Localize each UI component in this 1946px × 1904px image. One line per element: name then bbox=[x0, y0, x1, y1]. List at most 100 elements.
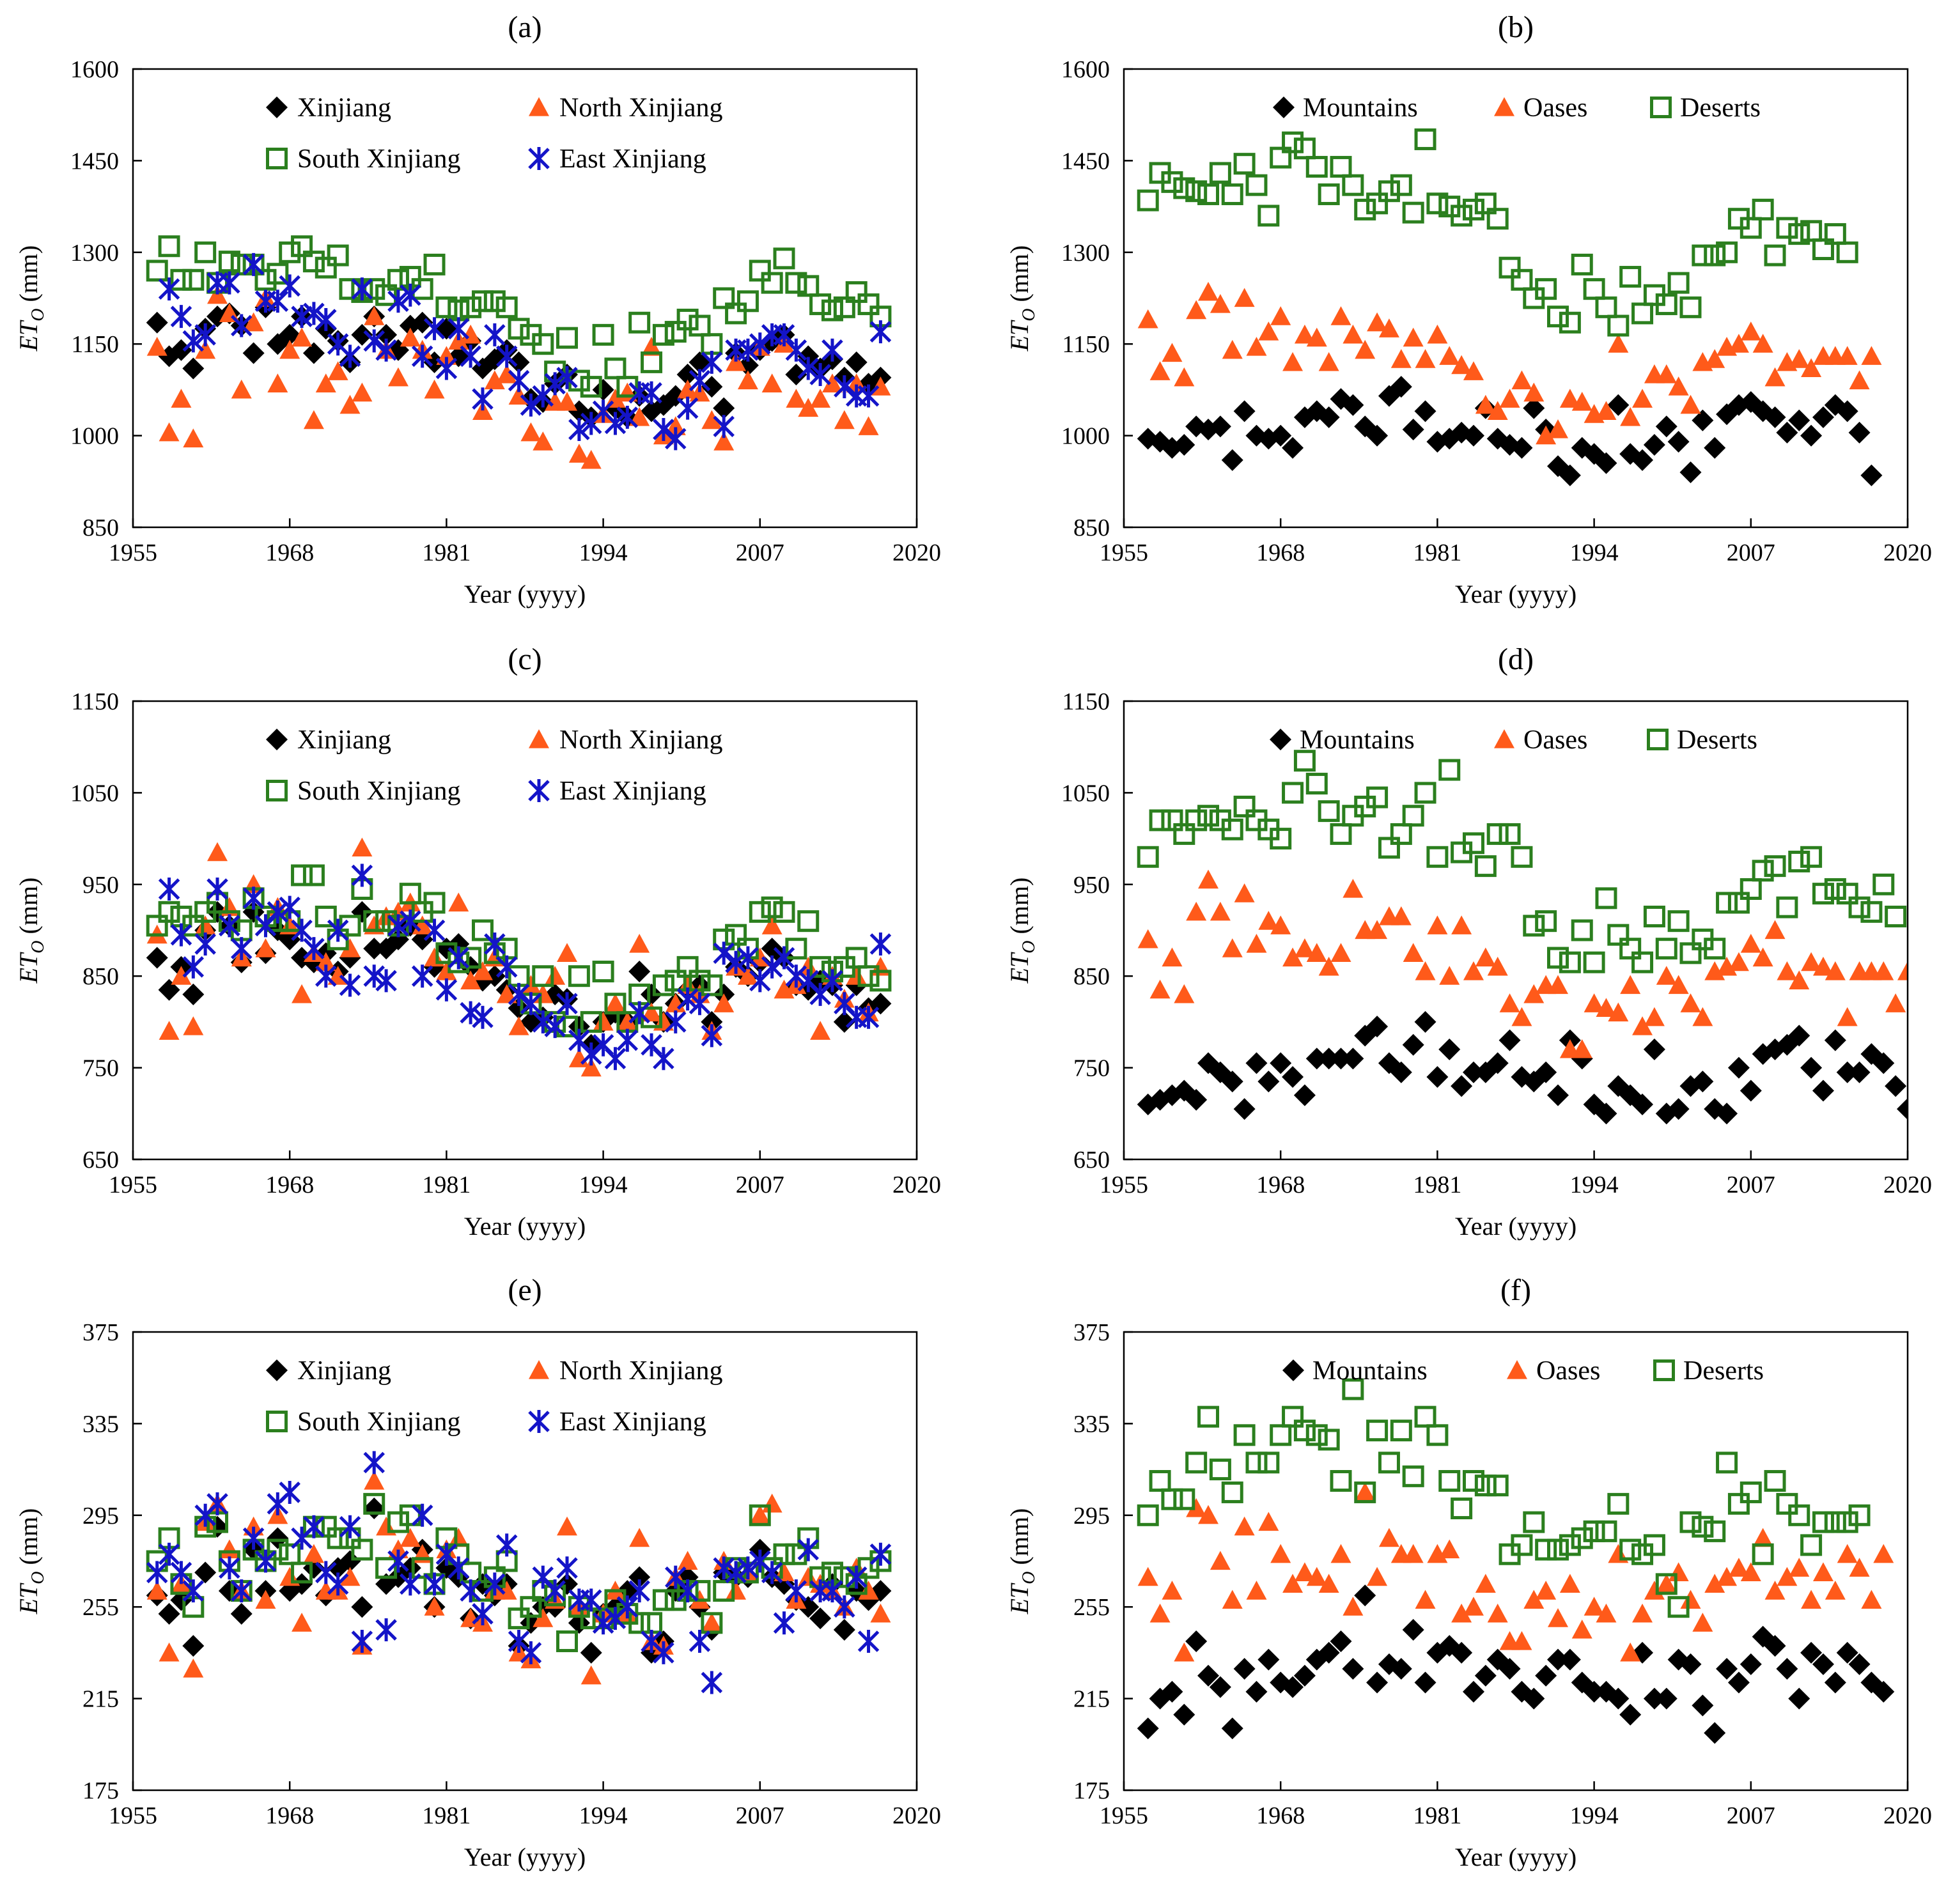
data-point bbox=[1692, 244, 1714, 267]
data-point bbox=[182, 915, 205, 937]
x-tick-label: 1955 bbox=[1100, 1172, 1148, 1198]
data-point bbox=[363, 1492, 385, 1515]
data-point bbox=[303, 937, 325, 961]
chart-panel-a: (a) 1955 1968 1981 1994 2007 2020 850 1000 1150 13… bbox=[14, 10, 941, 608]
data-point bbox=[1390, 823, 1412, 845]
data-point bbox=[652, 974, 674, 996]
data-point bbox=[484, 1572, 506, 1596]
data-point bbox=[1885, 993, 1906, 1012]
data-point bbox=[1656, 1574, 1677, 1593]
data-point bbox=[315, 1515, 337, 1538]
data-point bbox=[375, 1557, 398, 1579]
data-point bbox=[1342, 394, 1364, 416]
data-point bbox=[701, 350, 723, 374]
data-point bbox=[1355, 339, 1376, 359]
data-point bbox=[653, 418, 674, 442]
data-point bbox=[363, 938, 385, 960]
data-point bbox=[363, 278, 385, 300]
data-point bbox=[1222, 1590, 1243, 1609]
data-point bbox=[628, 1612, 651, 1634]
data-point bbox=[1825, 961, 1846, 980]
data-point bbox=[1234, 883, 1255, 902]
data-point bbox=[1727, 1492, 1750, 1515]
data-point bbox=[557, 392, 578, 411]
data-point bbox=[845, 384, 868, 408]
data-point bbox=[242, 342, 265, 364]
data-point bbox=[194, 323, 216, 346]
data-point bbox=[1812, 1511, 1834, 1533]
y-tick-label: 1050 bbox=[1061, 780, 1110, 807]
legend-marker bbox=[1270, 729, 1291, 750]
y-tick-label: 1300 bbox=[1061, 240, 1110, 267]
data-point bbox=[1462, 198, 1484, 221]
data-point bbox=[1667, 272, 1690, 294]
data-point bbox=[423, 1572, 446, 1596]
data-point bbox=[689, 992, 711, 1016]
legend-label: Deserts bbox=[1677, 725, 1757, 755]
data-point bbox=[1414, 400, 1436, 422]
data-point bbox=[1233, 1098, 1256, 1120]
legend-label: Oases bbox=[1523, 725, 1587, 755]
data-point bbox=[1571, 392, 1592, 411]
data-point bbox=[846, 966, 867, 985]
data-point bbox=[315, 307, 337, 331]
data-point bbox=[1367, 312, 1388, 332]
data-point bbox=[170, 268, 192, 291]
data-point bbox=[1655, 938, 1677, 960]
data-point bbox=[1221, 1481, 1243, 1503]
data-point bbox=[1789, 970, 1810, 989]
legend-marker bbox=[266, 780, 288, 801]
chart-panel-e: (e) 1955 1968 1981 1994 2007 2020 175 215 255 295 3… bbox=[14, 1273, 941, 1871]
data-point bbox=[845, 351, 868, 373]
data-point bbox=[1740, 1653, 1762, 1675]
data-point bbox=[1198, 869, 1219, 889]
legend: Xinjiang North Xinjiang South Xinjiang East… bbox=[266, 93, 722, 174]
data-point bbox=[242, 252, 265, 276]
data-point bbox=[556, 1573, 579, 1595]
data-point bbox=[375, 323, 398, 346]
x-tick-label: 2020 bbox=[1883, 1802, 1932, 1829]
data-point bbox=[761, 896, 783, 918]
y-tick-label: 1150 bbox=[1062, 688, 1110, 715]
data-point bbox=[1343, 324, 1364, 344]
data-point bbox=[1366, 192, 1389, 215]
data-point bbox=[1800, 424, 1823, 447]
data-point bbox=[1583, 1520, 1605, 1542]
data-point bbox=[339, 1567, 361, 1586]
data-point bbox=[1402, 1033, 1424, 1056]
data-point bbox=[1812, 956, 1833, 976]
data-point bbox=[1716, 241, 1738, 263]
y-tick-label: 175 bbox=[1073, 1777, 1110, 1804]
data-point bbox=[495, 296, 518, 318]
y-tick-label: 1000 bbox=[1061, 423, 1110, 450]
panel-title: (a) bbox=[508, 10, 541, 44]
x-tick-label: 1981 bbox=[422, 1802, 471, 1829]
y-axis-label: ETO (mm) bbox=[14, 878, 48, 984]
data-point bbox=[1655, 1687, 1677, 1710]
y-tick-label: 1150 bbox=[1062, 331, 1110, 358]
data-point bbox=[664, 321, 687, 343]
data-point bbox=[1246, 934, 1267, 953]
data-point bbox=[1655, 293, 1677, 316]
data-point bbox=[1740, 934, 1761, 953]
data-point bbox=[496, 364, 517, 383]
data-point bbox=[1439, 346, 1460, 365]
y-tick-label: 335 bbox=[82, 1411, 119, 1437]
data-point bbox=[1559, 311, 1581, 334]
data-point bbox=[1355, 1482, 1376, 1501]
data-point bbox=[1848, 1653, 1871, 1675]
data-point bbox=[1426, 192, 1449, 215]
data-point bbox=[1330, 155, 1352, 178]
data-point bbox=[1221, 818, 1243, 840]
data-point bbox=[1873, 961, 1894, 980]
data-point bbox=[339, 973, 361, 997]
data-point bbox=[676, 987, 699, 1011]
data-point bbox=[1800, 1056, 1823, 1079]
data-point bbox=[1414, 1010, 1436, 1033]
x-tick-label: 1968 bbox=[265, 539, 314, 566]
data-point bbox=[1233, 795, 1256, 817]
data-point bbox=[580, 1057, 602, 1077]
data-point bbox=[1233, 1657, 1256, 1680]
data-point bbox=[1607, 1687, 1630, 1710]
data-point bbox=[460, 1001, 481, 1025]
